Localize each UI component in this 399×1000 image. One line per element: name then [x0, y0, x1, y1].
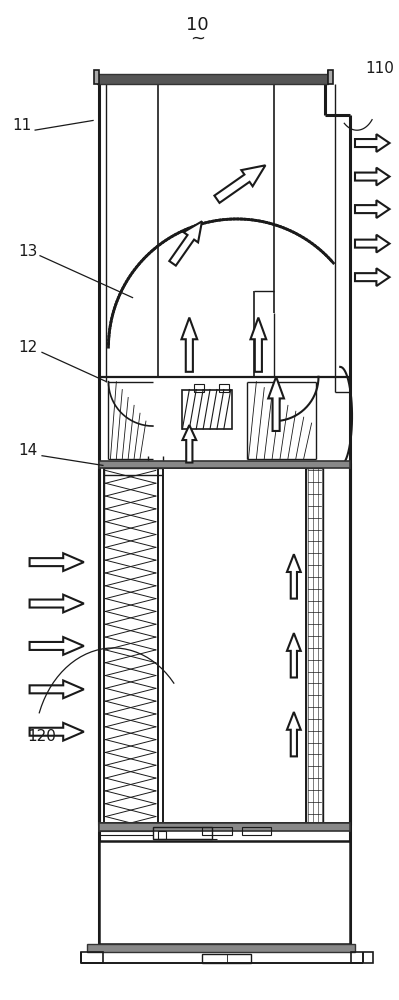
Text: ~: ~	[190, 30, 205, 48]
Polygon shape	[182, 318, 197, 372]
Polygon shape	[287, 633, 301, 677]
Polygon shape	[355, 235, 389, 252]
Polygon shape	[268, 377, 284, 431]
Polygon shape	[30, 637, 84, 655]
Polygon shape	[355, 134, 389, 152]
Text: 12: 12	[18, 340, 37, 355]
Text: 10: 10	[186, 16, 209, 34]
Text: 14: 14	[18, 443, 37, 458]
Bar	[241, 827, 271, 835]
Text: 13: 13	[18, 244, 37, 259]
Polygon shape	[251, 318, 266, 372]
Polygon shape	[214, 165, 265, 203]
Bar	[87, 944, 355, 952]
Bar	[97, 74, 328, 84]
Polygon shape	[30, 723, 84, 741]
Bar	[153, 827, 212, 839]
Bar	[99, 841, 350, 944]
Text: 11: 11	[12, 118, 31, 133]
Bar	[94, 70, 99, 84]
Polygon shape	[30, 553, 84, 571]
Polygon shape	[355, 268, 389, 286]
Polygon shape	[287, 554, 301, 599]
Bar	[306, 468, 324, 823]
Bar	[219, 384, 229, 392]
Polygon shape	[355, 200, 389, 218]
Bar	[351, 952, 373, 963]
Text: 120: 120	[27, 729, 56, 744]
Text: 110: 110	[365, 61, 394, 76]
Polygon shape	[169, 221, 202, 266]
Bar	[202, 827, 232, 835]
Bar	[99, 377, 350, 463]
Polygon shape	[30, 595, 84, 612]
Polygon shape	[355, 168, 389, 185]
Bar	[328, 70, 333, 84]
Polygon shape	[30, 680, 84, 698]
Bar	[99, 823, 350, 831]
Bar	[158, 831, 166, 839]
Bar	[81, 952, 103, 963]
Bar	[194, 384, 204, 392]
Polygon shape	[287, 712, 301, 756]
Bar	[103, 468, 158, 823]
Bar	[182, 390, 232, 429]
Bar	[202, 954, 251, 963]
Bar	[163, 468, 306, 823]
Polygon shape	[182, 425, 196, 463]
Bar	[99, 461, 350, 468]
